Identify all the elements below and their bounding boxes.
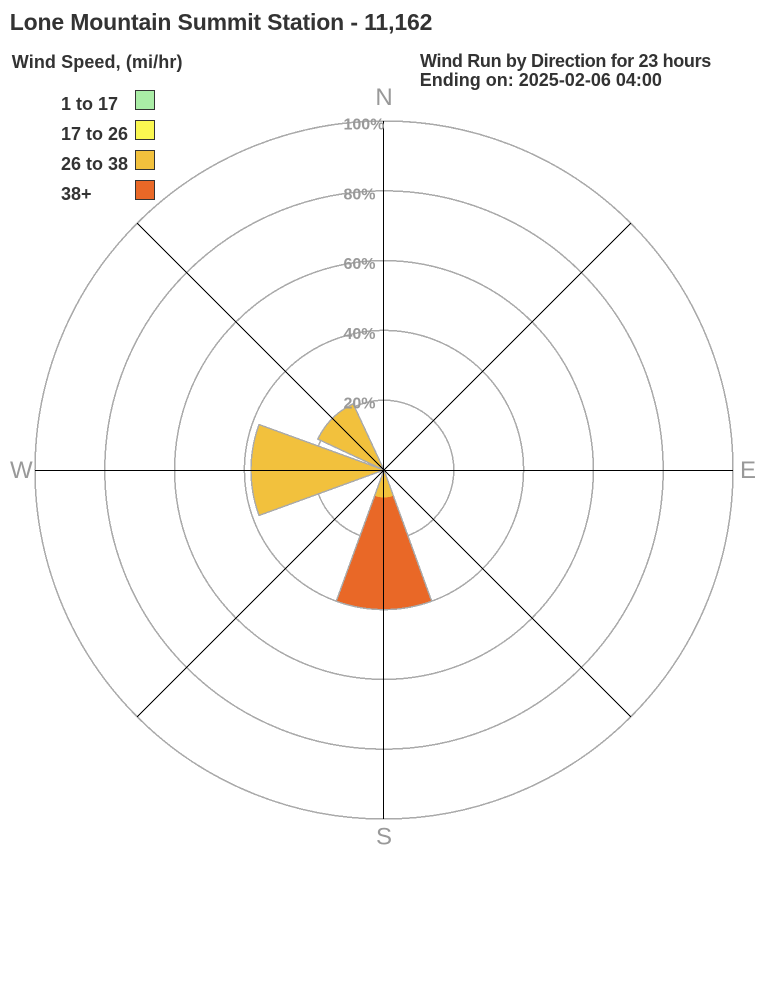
svg-text:17 to 26: 17 to 26 — [61, 124, 128, 144]
svg-text:N: N — [375, 84, 392, 111]
svg-text:1 to 17: 1 to 17 — [61, 94, 118, 114]
svg-text:80%: 80% — [344, 186, 376, 203]
svg-text:Lone Mountain Summit Station -: Lone Mountain Summit Station - 11,162 — [10, 9, 433, 35]
svg-text:26 to 38: 26 to 38 — [61, 154, 128, 174]
svg-text:Wind Speed, (mi/hr): Wind Speed, (mi/hr) — [12, 52, 183, 72]
svg-text:60%: 60% — [344, 256, 376, 273]
svg-text:E: E — [740, 457, 756, 484]
svg-text:38+: 38+ — [61, 184, 92, 204]
svg-text:20%: 20% — [344, 396, 376, 413]
svg-text:100%: 100% — [344, 117, 385, 134]
svg-text:Wind Run by Direction for 23 h: Wind Run by Direction for 23 hours — [420, 51, 711, 71]
svg-text:W: W — [10, 457, 33, 484]
svg-text:Ending on: 2025-02-06 04:00: Ending on: 2025-02-06 04:00 — [420, 70, 662, 90]
svg-text:40%: 40% — [344, 326, 376, 343]
svg-text:S: S — [376, 823, 392, 850]
